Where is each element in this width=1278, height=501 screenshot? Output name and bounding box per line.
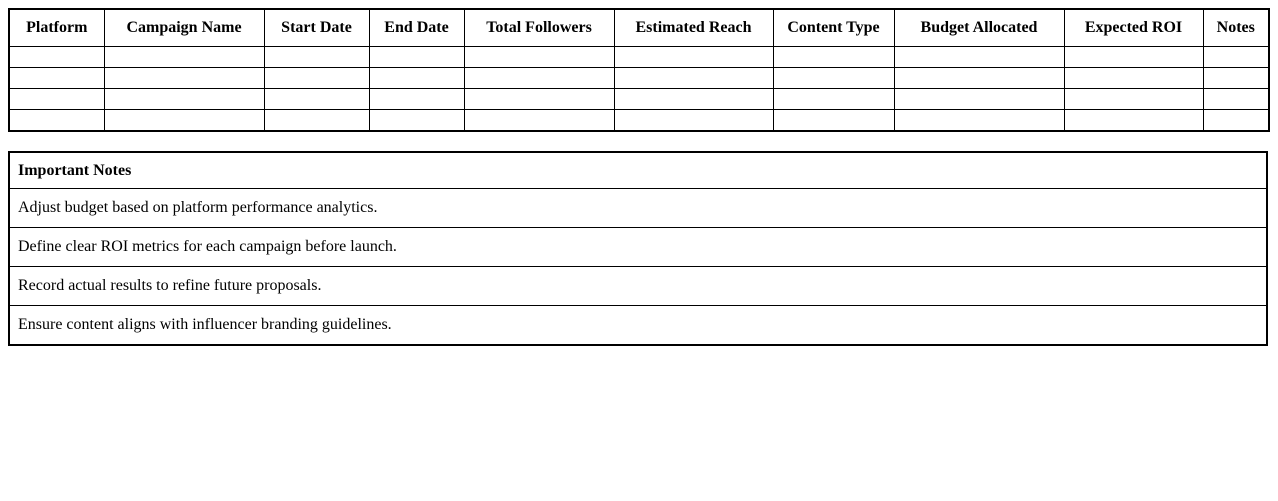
column-header-estimated-reach: Estimated Reach — [613, 8, 774, 47]
empty-table-cell[interactable] — [463, 46, 615, 68]
empty-table-cell[interactable] — [1202, 88, 1270, 110]
column-header-campaign-name: Campaign Name — [103, 8, 265, 47]
important-notes-table: Important Notes Adjust budget based on p… — [8, 151, 1268, 346]
empty-table-cell[interactable] — [772, 67, 895, 89]
empty-table-cell[interactable] — [368, 88, 465, 110]
empty-table-cell[interactable] — [103, 46, 265, 68]
empty-table-cell[interactable] — [8, 109, 105, 132]
empty-table-cell[interactable] — [368, 109, 465, 132]
note-row: Define clear ROI metrics for each campai… — [8, 227, 1268, 267]
column-header-content-type: Content Type — [772, 8, 895, 47]
empty-table-cell[interactable] — [368, 67, 465, 89]
note-text: Ensure content aligns with influencer br… — [8, 305, 1268, 346]
empty-table-cell[interactable] — [1202, 67, 1270, 89]
campaign-table-header-row: Platform Campaign Name Start Date End Da… — [8, 8, 1270, 47]
empty-table-cell[interactable] — [772, 88, 895, 110]
table-row — [8, 67, 1270, 89]
empty-table-cell[interactable] — [893, 88, 1065, 110]
empty-table-cell[interactable] — [263, 67, 370, 89]
empty-table-cell[interactable] — [613, 109, 774, 132]
document-content: Platform Campaign Name Start Date End Da… — [8, 8, 1270, 346]
column-header-total-followers: Total Followers — [463, 8, 615, 47]
empty-table-cell[interactable] — [103, 88, 265, 110]
empty-table-cell[interactable] — [263, 46, 370, 68]
table-row — [8, 109, 1270, 132]
note-row: Adjust budget based on platform performa… — [8, 188, 1268, 228]
notes-header-row: Important Notes — [8, 151, 1268, 189]
empty-table-cell[interactable] — [1202, 109, 1270, 132]
empty-table-cell[interactable] — [772, 109, 895, 132]
empty-table-cell[interactable] — [103, 109, 265, 132]
empty-table-cell[interactable] — [103, 67, 265, 89]
empty-table-cell[interactable] — [463, 67, 615, 89]
table-row — [8, 46, 1270, 68]
empty-table-cell[interactable] — [893, 109, 1065, 132]
empty-table-cell[interactable] — [613, 88, 774, 110]
empty-table-cell[interactable] — [772, 46, 895, 68]
empty-table-cell[interactable] — [893, 67, 1065, 89]
note-row: Ensure content aligns with influencer br… — [8, 305, 1268, 346]
empty-table-cell[interactable] — [613, 67, 774, 89]
column-header-end-date: End Date — [368, 8, 465, 47]
empty-table-cell[interactable] — [8, 67, 105, 89]
note-text: Adjust budget based on platform performa… — [8, 188, 1268, 228]
empty-table-cell[interactable] — [893, 46, 1065, 68]
empty-table-cell[interactable] — [368, 46, 465, 68]
note-text: Define clear ROI metrics for each campai… — [8, 227, 1268, 267]
empty-table-cell[interactable] — [463, 109, 615, 132]
empty-table-cell[interactable] — [1063, 46, 1204, 68]
note-row: Record actual results to refine future p… — [8, 266, 1268, 306]
column-header-platform: Platform — [8, 8, 105, 47]
empty-table-cell[interactable] — [8, 46, 105, 68]
empty-table-cell[interactable] — [1063, 88, 1204, 110]
empty-table-cell[interactable] — [1063, 67, 1204, 89]
column-header-budget-allocated: Budget Allocated — [893, 8, 1065, 47]
empty-table-cell[interactable] — [613, 46, 774, 68]
note-text: Record actual results to refine future p… — [8, 266, 1268, 306]
column-header-expected-roi: Expected ROI — [1063, 8, 1204, 47]
campaign-planner-table: Platform Campaign Name Start Date End Da… — [8, 8, 1270, 132]
empty-table-cell[interactable] — [8, 88, 105, 110]
column-header-start-date: Start Date — [263, 8, 370, 47]
empty-table-cell[interactable] — [263, 109, 370, 132]
empty-table-cell[interactable] — [263, 88, 370, 110]
empty-table-cell[interactable] — [1202, 46, 1270, 68]
empty-table-cell[interactable] — [463, 88, 615, 110]
empty-table-cell[interactable] — [1063, 109, 1204, 132]
column-header-notes: Notes — [1202, 8, 1270, 47]
table-row — [8, 88, 1270, 110]
notes-table-title: Important Notes — [8, 151, 1268, 189]
